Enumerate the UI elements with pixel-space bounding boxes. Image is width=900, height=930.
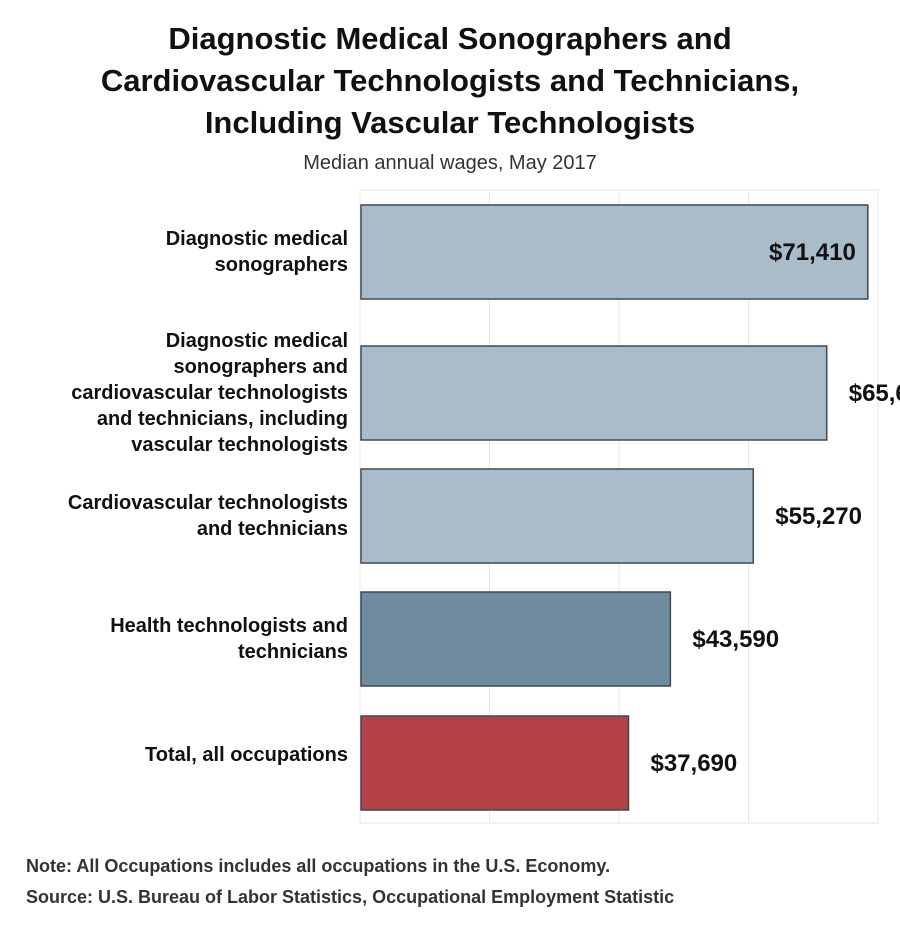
bar [360, 204, 869, 300]
category-label: Diagnostic medical sonographers and cardio… [71, 328, 348, 458]
data-label: $71,410 [769, 239, 856, 266]
bar [360, 591, 672, 687]
data-label: $37,690 [650, 750, 737, 777]
chart-title-line: Cardiovascular Technologists and Technic… [100, 63, 800, 98]
category-label: Health technologists and technicians [110, 613, 348, 665]
category-label-line: Health technologists and [110, 615, 348, 637]
category-label: Cardiovascular technologists and technici… [68, 490, 348, 542]
bar [360, 468, 755, 564]
data-label: $55,270 [775, 503, 862, 530]
category-label: Diagnostic medical sonographers [166, 226, 348, 278]
category-label-line: and technicians, including [96, 408, 348, 430]
category-label-line: Diagnostic medical [165, 330, 348, 352]
category-label-line: cardiovascular technologists [71, 382, 348, 404]
category-label-line: technicians [237, 641, 348, 663]
category-label-line: and technicians [196, 518, 348, 540]
note-text: Note: All Occupations includes all occup… [26, 856, 611, 876]
chart-title: Diagnostic Medical Sonographers and Card… [0, 18, 900, 144]
data-label: $65,620 [849, 380, 900, 407]
category-label-line: Diagnostic medical [165, 228, 348, 250]
data-label: $43,590 [692, 626, 779, 653]
source-text: Source: U.S. Bureau of Labor Statistics,… [26, 887, 675, 907]
chart-title-line: Including Vascular Technologists [204, 105, 696, 140]
chart-subtitle: Median annual wages, May 2017 [303, 152, 597, 174]
category-label: Total, all occupations [145, 742, 348, 768]
category-label-line: Total, all occupations [145, 744, 348, 766]
category-label-line: sonographers and [173, 356, 348, 378]
category-label-line: sonographers [214, 254, 348, 276]
chart-title-line: Diagnostic Medical Sonographers and [168, 21, 732, 56]
category-label-line: vascular technologists [131, 434, 348, 456]
bar [360, 345, 828, 441]
category-label-line: Cardiovascular technologists [67, 492, 348, 514]
bar [360, 715, 630, 811]
